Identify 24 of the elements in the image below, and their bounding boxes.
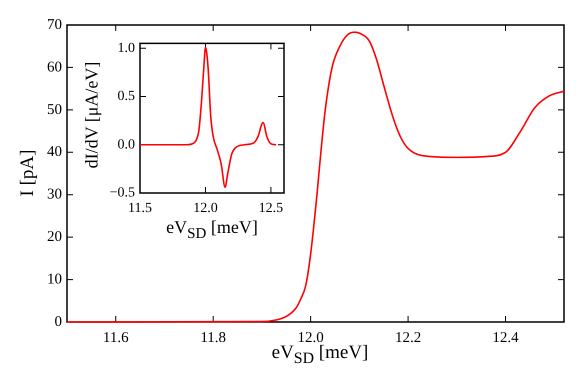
y-tick-label: 10 — [47, 272, 62, 288]
y-tick-label: 20 — [47, 229, 62, 246]
y-tick-label: 60 — [47, 59, 62, 76]
x-tick-label: 11.5 — [128, 201, 152, 216]
y-axis-title: dI/dV [μA/eV] — [82, 62, 102, 168]
y-tick-label: 70 — [47, 16, 62, 33]
x-tick-label: 11.6 — [102, 330, 130, 346]
line-series — [139, 46, 277, 188]
y-tick-label: −0.5 — [110, 186, 135, 201]
x-tick-label: 12.5 — [258, 201, 284, 216]
line-series — [66, 31, 565, 323]
y-axis-title: I [pA] — [17, 150, 39, 196]
x-axis-title: eV$_{SD}$ [meV] — [166, 217, 258, 243]
x-tick-label: 11.8 — [200, 330, 226, 346]
y-tick-label: 1.0 — [118, 40, 135, 56]
y-tick-label: 50 — [47, 102, 62, 118]
x-tick-label: 12.2 — [394, 330, 422, 346]
x-tick-label: 12.0 — [193, 201, 218, 216]
y-tick-label: 30 — [47, 186, 62, 203]
y-tick-label: 40 — [47, 144, 62, 160]
x-tick-label: 12.4 — [492, 330, 520, 346]
y-tick-label: 0.0 — [118, 137, 135, 152]
y-tick-label: 0.5 — [118, 89, 135, 104]
y-tick-label: 0 — [54, 314, 62, 330]
